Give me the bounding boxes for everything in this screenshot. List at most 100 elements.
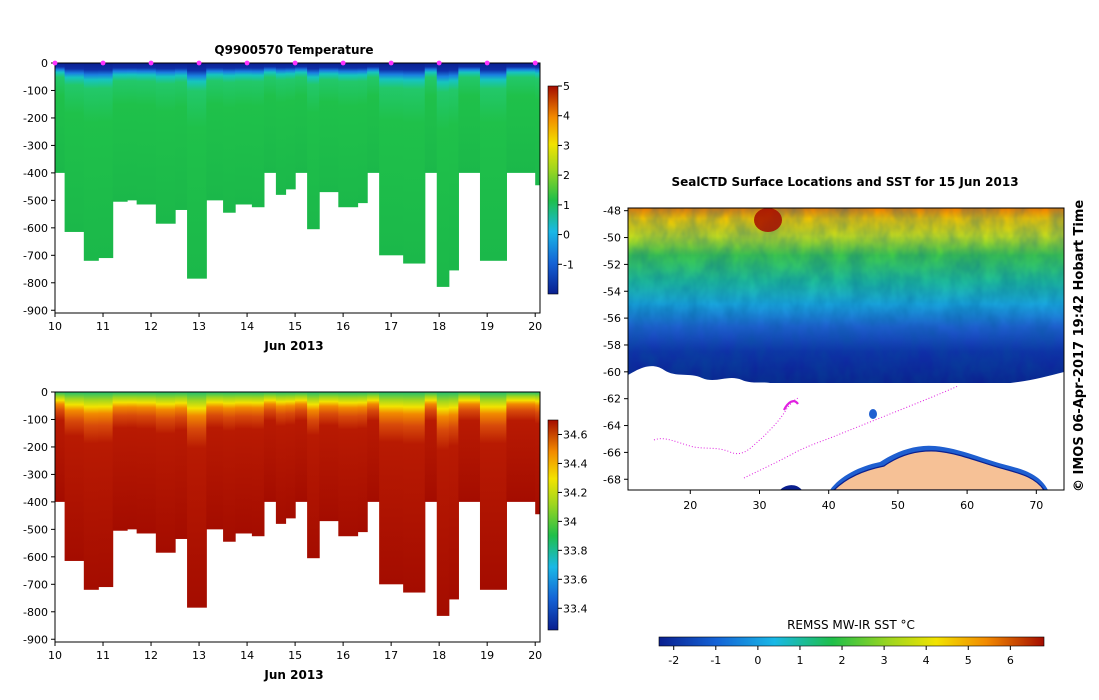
x-tick-label: 19 xyxy=(480,320,494,333)
temperature-x-ticks: 10 11 12 13 14 15 16 17 18 19 20 xyxy=(48,60,542,333)
colorbar-tick-label: 34.2 xyxy=(563,486,588,499)
profile-column xyxy=(319,392,339,522)
surface-marker xyxy=(388,60,394,66)
x-tick-label: 16 xyxy=(336,649,350,662)
profile-column xyxy=(367,392,380,502)
temperature-y-ticks: 0 -100 -200 -300 -400 -500 -600 -700 -800 -900 xyxy=(23,57,55,317)
y-tick-label: -60 xyxy=(603,366,621,379)
y-tick-label: -400 xyxy=(23,167,48,180)
profile-column xyxy=(251,392,265,537)
temperature-xlabel: Jun 2013 xyxy=(263,339,323,353)
y-tick-label: -600 xyxy=(23,551,48,564)
x-tick-label: 16 xyxy=(336,320,350,333)
profile-column xyxy=(458,392,481,502)
colorbar-tick-label: 33.6 xyxy=(563,573,588,586)
profile-column xyxy=(263,63,277,173)
x-tick-label: 20 xyxy=(683,499,697,512)
profile-column xyxy=(112,392,128,531)
y-tick-label: -800 xyxy=(23,277,48,290)
y-tick-label: -66 xyxy=(603,446,621,459)
profile-column xyxy=(223,392,236,542)
y-tick-label: -100 xyxy=(23,84,48,97)
y-tick-label: -500 xyxy=(23,523,48,536)
x-tick-label: 70 xyxy=(1029,499,1043,512)
y-tick-label: -600 xyxy=(23,222,48,235)
profile-column xyxy=(206,63,224,201)
profile-column xyxy=(136,392,157,534)
salinity-colorbar xyxy=(547,419,559,631)
colorbar-tick-label: 6 xyxy=(1007,654,1014,667)
x-tick-label: 11 xyxy=(96,649,110,662)
surface-marker xyxy=(436,60,442,66)
profile-column xyxy=(424,392,438,502)
profile-column xyxy=(535,392,540,515)
x-tick-label: 30 xyxy=(752,499,766,512)
profile-column xyxy=(403,392,426,593)
x-tick-label: 19 xyxy=(480,649,494,662)
colorbar-tick-label: 1 xyxy=(796,654,803,667)
profile-column xyxy=(535,63,540,186)
y-tick-label: -400 xyxy=(23,496,48,509)
profile-column xyxy=(338,63,359,208)
seal-location-cluster xyxy=(783,400,799,411)
surface-marker xyxy=(244,60,250,66)
profile-column xyxy=(235,63,253,205)
profile-column xyxy=(64,392,85,561)
profile-column xyxy=(251,63,265,208)
surface-marker xyxy=(292,60,298,66)
y-tick-label: -900 xyxy=(23,633,48,646)
x-tick-label: 14 xyxy=(240,320,254,333)
profile-column xyxy=(436,63,450,287)
y-tick-label: -50 xyxy=(603,232,621,245)
colorbar-tick-label: -1 xyxy=(710,654,721,667)
x-tick-label: 50 xyxy=(891,499,905,512)
profile-column xyxy=(235,392,253,534)
surface-marker xyxy=(532,60,538,66)
colorbar-tick-label: 34.4 xyxy=(563,457,588,470)
sst-map-x-ticks: 20 30 40 50 60 70 xyxy=(683,490,1043,512)
colorbar-tick-label: 4 xyxy=(563,110,570,123)
surface-marker xyxy=(148,60,154,66)
profile-column xyxy=(403,63,426,264)
seal-track-2 xyxy=(743,385,959,479)
y-tick-label: -500 xyxy=(23,194,48,207)
sst-map-y-ticks: -48 -50 -52 -54 -56 -58 -60 -62 -64 -66 -68 xyxy=(603,205,628,486)
colorbar-tick-label: 34.6 xyxy=(563,428,588,441)
salinity-panel: 0 -100 -200 -300 -400 -500 -600 -700 -800 -900 10… xyxy=(23,386,587,682)
profile-column xyxy=(175,392,188,539)
profile-column xyxy=(112,63,128,202)
x-tick-label: 10 xyxy=(48,320,62,333)
sst-map-panel: SealCTD Surface Locations and SST for 15… xyxy=(603,175,1087,667)
profile-column xyxy=(285,63,296,190)
x-tick-label: 10 xyxy=(48,649,62,662)
x-tick-label: 20 xyxy=(528,320,542,333)
x-tick-label: 13 xyxy=(192,649,206,662)
x-tick-label: 17 xyxy=(384,649,398,662)
profile-column xyxy=(295,63,308,173)
colorbar-tick-label: 2 xyxy=(563,169,570,182)
profile-column xyxy=(307,392,320,559)
profile-column xyxy=(55,392,66,502)
profile-column xyxy=(479,63,507,261)
sst-colorbar-label: REMSS MW-IR SST °C xyxy=(787,618,915,632)
profile-column xyxy=(83,63,99,261)
x-tick-label: 14 xyxy=(240,649,254,662)
colorbar-tick-label: 0 xyxy=(563,229,570,242)
colorbar-tick-label: 3 xyxy=(563,139,570,152)
y-tick-label: -300 xyxy=(23,139,48,152)
profile-column xyxy=(155,63,176,224)
x-tick-label: 15 xyxy=(288,320,302,333)
profile-column xyxy=(175,63,188,210)
sst-colorbar xyxy=(658,636,1045,647)
colorbar-tick-label: 33.8 xyxy=(563,544,588,557)
y-tick-label: -900 xyxy=(23,304,48,317)
y-tick-label: -800 xyxy=(23,606,48,619)
colorbar-tick-label: -2 xyxy=(668,654,679,667)
y-tick-label: -56 xyxy=(603,312,621,325)
surface-marker xyxy=(196,60,202,66)
profile-column xyxy=(64,63,85,232)
y-tick-label: -100 xyxy=(23,413,48,426)
profile-column xyxy=(357,63,368,204)
x-tick-label: 11 xyxy=(96,320,110,333)
y-tick-label: -700 xyxy=(23,578,48,591)
